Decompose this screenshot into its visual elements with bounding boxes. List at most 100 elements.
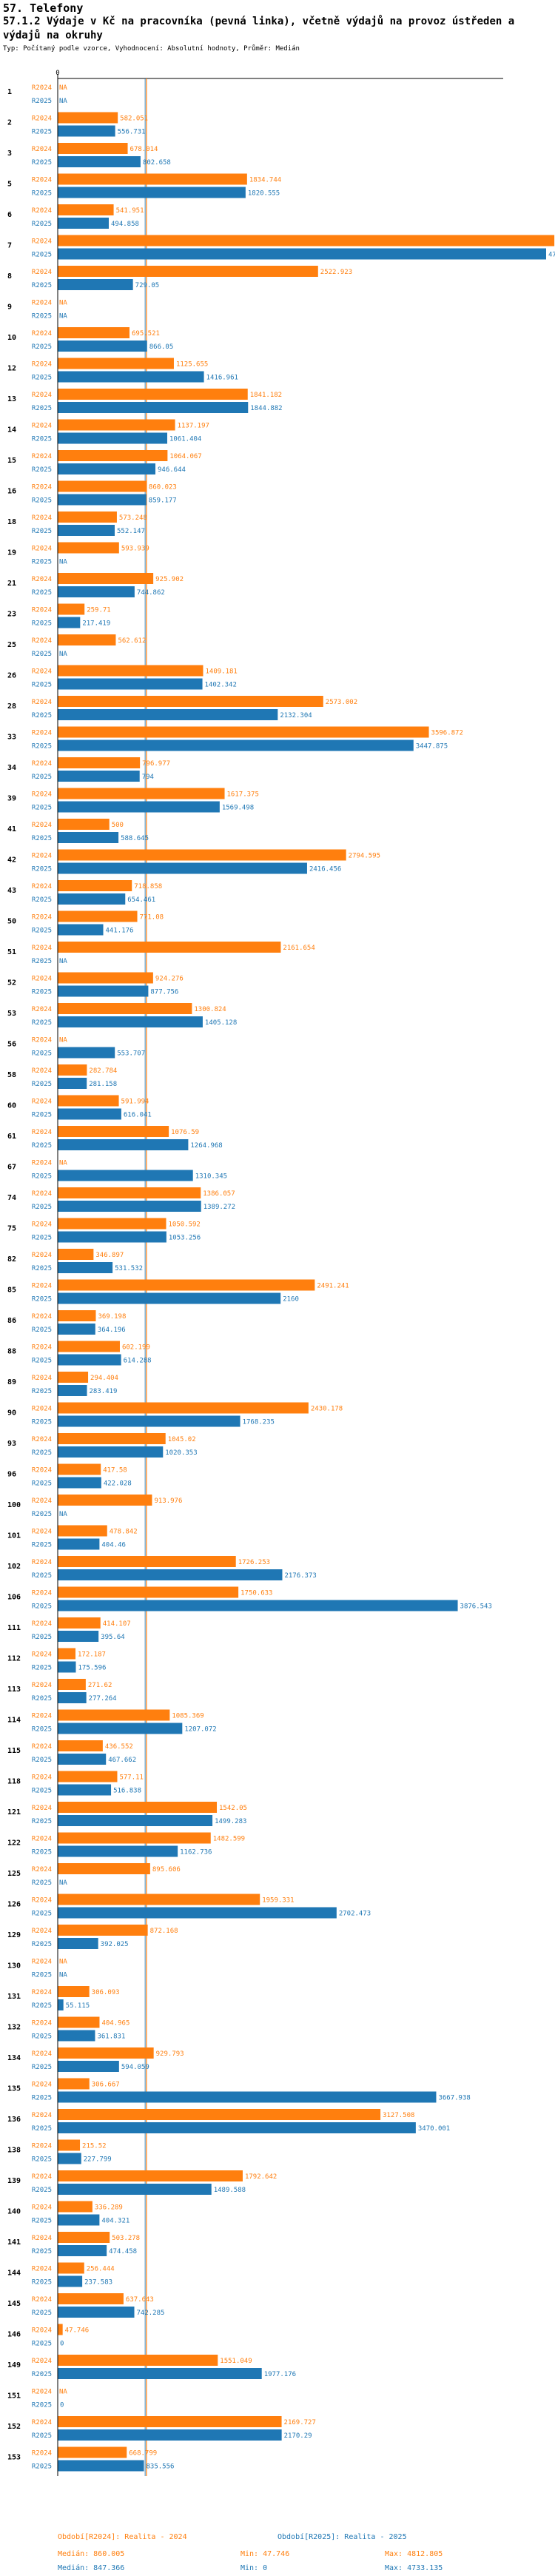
bar-r2025 [58,341,147,352]
series-label-r2024: R2024 [32,1252,52,1259]
series-label-r2025: R2025 [32,989,52,996]
value-label-r2025: 441.176 [106,928,134,935]
bar-r2024 [58,1556,236,1567]
series-label-r2024: R2024 [32,2173,52,2181]
series-label-r2025: R2025 [32,1726,52,1734]
value-label-r2024: 668.799 [129,2450,157,2458]
bar-r2024 [58,819,110,830]
series-label-r2025: R2025 [32,129,52,136]
series-label-r2024: R2024 [32,1467,52,1475]
series-label-r2024: R2024 [32,2020,52,2027]
category-label: 51 [7,948,16,956]
series-label-r2024: R2024 [32,238,52,246]
value-label-r2024: 2522.923 [320,269,352,276]
bar-r2025 [58,1631,99,1642]
category-label: 9 [7,303,12,312]
category-label: 114 [7,1717,21,1725]
bar-r2024 [58,2078,90,2090]
series-label-r2024: R2024 [32,207,52,215]
bar-r2025 [58,1938,98,1949]
value-label-r2024: NA [59,1160,67,1167]
category-label: 88 [7,1348,16,1356]
series-label-r2024: R2024 [32,1344,52,1352]
series-label-r2024: R2024 [32,1160,52,1167]
max-r2025: Max: 4733.135 [385,2564,443,2572]
series-label-r2025: R2025 [32,805,52,812]
bar-r2025 [58,862,307,874]
series-label-r2025: R2025 [32,2187,52,2194]
value-label-r2025: 531.532 [115,1265,143,1272]
series-label-r2025: R2025 [32,2095,52,2102]
series-label-r2024: R2024 [32,330,52,338]
value-label-r2024: 718.858 [134,883,162,890]
category-label: 144 [7,2270,21,2278]
series-label-r2024: R2024 [32,822,52,829]
series-label-r2024: R2024 [32,1805,52,1812]
series-label-r2025: R2025 [32,1204,52,1211]
category-label: 33 [7,734,16,742]
bar-r2024 [58,1709,170,1721]
value-label-r2025: 2132.304 [280,712,312,720]
value-label-r2024: 478.842 [110,1529,138,1536]
bar-r2025 [58,371,204,383]
bar-r2024 [58,143,128,154]
bar-r2024 [58,2416,282,2427]
category-label: 145 [7,2300,21,2308]
series-label-r2024: R2024 [32,883,52,890]
category-label: 141 [7,2238,21,2247]
category-label: 61 [7,1133,16,1141]
series-label-r2024: R2024 [32,1989,52,1996]
series-label-r2025: R2025 [32,1542,52,1549]
series-label-r2024: R2024 [32,2450,52,2458]
series-label-r2024: R2024 [32,546,52,553]
bar-r2025 [58,1078,87,1089]
series-label-r2024: R2024 [32,1129,52,1136]
series-label-r2024: R2024 [32,914,52,922]
bar-r2024 [58,2355,218,2366]
value-label-r2024: NA [59,1959,67,1966]
value-label-r2024: 417.58 [103,1467,127,1475]
value-label-r2024: 1125.655 [176,361,208,369]
median-r2024: Medián: 860.005 [58,2550,125,2558]
series-label-r2024: R2024 [32,2143,52,2150]
value-label-r2024: 895.606 [152,1866,181,1874]
value-label-r2025: 1061.404 [169,436,201,443]
series-label-r2024: R2024 [32,1006,52,1013]
bar-r2024 [58,1495,152,1506]
value-label-r2024: 336.289 [95,2204,123,2212]
series-label-r2024: R2024 [32,1713,52,1720]
bar-r2024 [58,1341,120,1352]
category-label: 149 [7,2361,21,2369]
series-label-r2024: R2024 [32,1375,52,1382]
bar-r2025 [58,1569,283,1580]
bar-r2025 [58,1815,213,1826]
median-r2025: Medián: 847.366 [58,2564,125,2572]
series-label-r2025: R2025 [32,1879,52,1887]
value-label-r2025: 2176.373 [284,1572,316,1580]
series-label-r2025: R2025 [32,221,52,228]
series-label-r2024: R2024 [32,84,52,92]
bar-r2024 [58,1187,201,1198]
category-label: 23 [7,611,16,619]
value-label-r2024: 306.093 [92,1989,120,1996]
value-label-r2024: 172.187 [78,1651,106,1659]
series-label-r2024: R2024 [32,177,52,184]
bar-r2024 [58,2262,84,2274]
category-label: 41 [7,825,16,833]
category-label: 75 [7,1225,16,1233]
series-label-r2025: R2025 [32,497,52,505]
bar-r2025 [58,832,119,843]
series-label-r2025: R2025 [32,436,52,443]
series-label-r2024: R2024 [32,1651,52,1659]
value-label-r2025: 2160 [283,1296,299,1304]
value-label-r2025: 4733.135 [548,252,555,259]
value-label-r2025: 859.177 [149,497,177,505]
category-label: 135 [7,2085,21,2093]
value-label-r2024: 1409.181 [205,668,237,676]
value-label-r2024: 306.667 [92,2082,120,2089]
series-label-r2025: R2025 [32,1388,52,1395]
category-label: 12 [7,365,16,373]
bar-r2025 [58,1324,95,1335]
series-label-r2024: R2024 [32,1590,52,1597]
bar-r2024 [58,880,132,891]
